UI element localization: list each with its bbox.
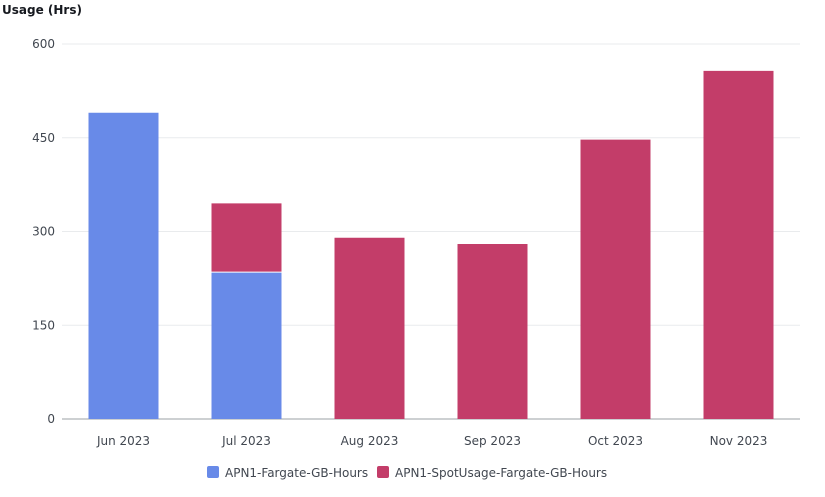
bar-segment[interactable] <box>703 70 774 419</box>
bar-segment[interactable] <box>211 203 282 273</box>
legend-label: APN1-Fargate-GB-Hours <box>225 466 368 480</box>
y-tick-label: 450 <box>32 131 55 145</box>
y-axis-label: Usage (Hrs) <box>2 3 82 17</box>
legend-swatch <box>207 466 219 478</box>
legend: APN1-Fargate-GB-Hours APN1-SpotUsage-Farg… <box>207 466 607 480</box>
y-tick-label: 300 <box>32 225 55 239</box>
x-tick-label: Nov 2023 <box>710 434 768 448</box>
x-tick-label: Jul 2023 <box>221 434 271 448</box>
gridlines <box>62 43 800 420</box>
legend-label: APN1-SpotUsage-Fargate-GB-Hours <box>395 466 607 480</box>
y-tick-labels: 0 150 300 450 600 <box>32 37 55 426</box>
bar-segment[interactable] <box>580 139 651 419</box>
bar-segment[interactable] <box>211 272 282 419</box>
x-tick-label: Jun 2023 <box>96 434 150 448</box>
x-tick-label: Sep 2023 <box>464 434 521 448</box>
y-tick-label: 600 <box>32 37 55 51</box>
bar-segment[interactable] <box>88 112 159 419</box>
legend-swatch <box>377 466 389 478</box>
x-tick-label: Oct 2023 <box>588 434 643 448</box>
x-tick-label: Aug 2023 <box>341 434 399 448</box>
x-tick-labels: Jun 2023 Jul 2023 Aug 2023 Sep 2023 Oct 2023… <box>96 434 767 448</box>
y-tick-label: 150 <box>32 318 55 332</box>
y-tick-label: 0 <box>47 412 55 426</box>
legend-item[interactable]: APN1-Fargate-GB-Hours <box>207 466 368 480</box>
bars <box>88 70 774 419</box>
bar-segment[interactable] <box>457 244 528 419</box>
legend-item[interactable]: APN1-SpotUsage-Fargate-GB-Hours <box>377 466 607 480</box>
bar-segment[interactable] <box>334 237 405 419</box>
